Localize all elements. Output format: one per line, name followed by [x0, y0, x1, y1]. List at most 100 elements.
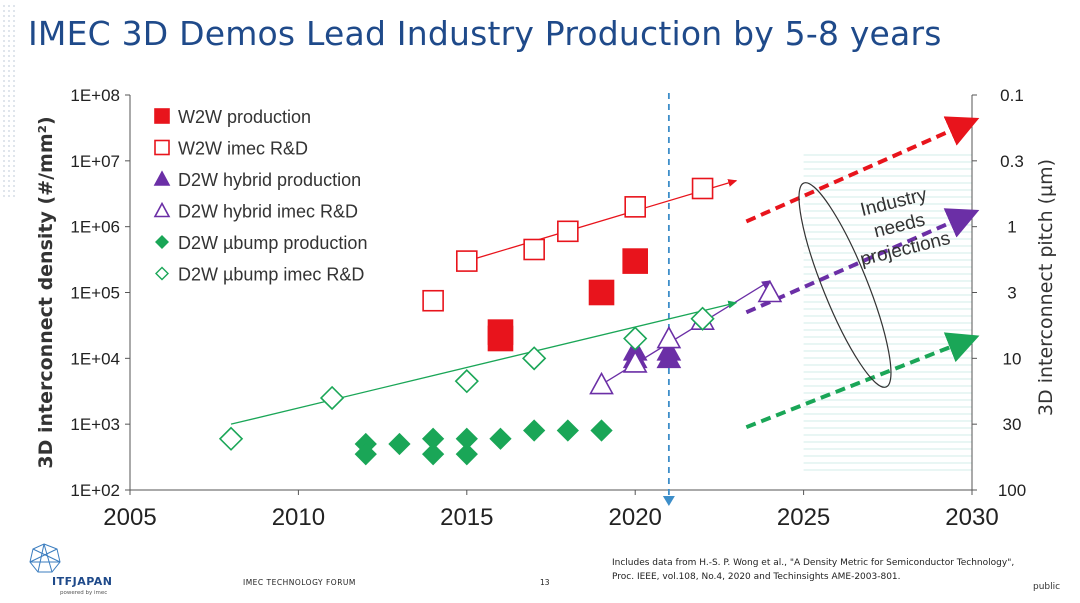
projection-arrow [745, 116, 980, 224]
decorative-dot [8, 45, 10, 47]
decorative-dot [8, 155, 10, 157]
decorative-dot [13, 35, 15, 37]
series-d2w-bump-imec-r-d [218, 306, 715, 451]
decorative-dot [13, 180, 15, 182]
data-point [656, 325, 682, 349]
decorative-dot [8, 55, 10, 57]
footer-forum-label: IMEC TECHNOLOGY FORUM [243, 578, 356, 587]
decorative-dot [8, 35, 10, 37]
x-tick-label: 2015 [440, 504, 493, 531]
trend-line [230, 300, 738, 425]
decorative-dot [13, 175, 15, 177]
legend-label: D2W hybrid production [178, 170, 361, 190]
decorative-dot [3, 110, 5, 112]
data-point [455, 443, 478, 466]
y2-axis-label: 3D interconnect pitch (µm) [1035, 159, 1057, 416]
decorative-dot [13, 20, 15, 22]
data-point [523, 419, 546, 442]
data-point [589, 371, 614, 395]
data-point [622, 248, 649, 274]
decorative-dot [8, 150, 10, 152]
legend-marker [154, 139, 170, 156]
decorative-dot [13, 30, 15, 32]
decorative-dot [3, 60, 5, 62]
decorative-dot [13, 85, 15, 87]
data-point [454, 369, 479, 394]
decorative-dot [8, 190, 10, 192]
data-point [624, 196, 647, 218]
decorative-dot [13, 60, 15, 62]
data-point [656, 338, 682, 361]
decorative-dot [3, 5, 5, 7]
decorative-dot [3, 130, 5, 132]
decorative-dot [13, 45, 15, 47]
decorative-dot [13, 185, 15, 187]
decorative-dot [3, 55, 5, 57]
decorative-dot [13, 165, 15, 167]
data-point [556, 419, 579, 442]
x-tick-label: 2030 [945, 504, 998, 531]
projection-arrow [745, 332, 980, 430]
decorative-dot [8, 180, 10, 182]
decorative-dot [3, 65, 5, 67]
decorative-dot [8, 25, 10, 27]
decorative-dot [3, 165, 5, 167]
decorative-dot [3, 45, 5, 47]
decorative-dot [8, 10, 10, 12]
page-title: IMEC 3D Demos Lead Industry Production b… [28, 14, 942, 53]
legend-marker [153, 201, 171, 218]
decorative-dot [13, 80, 15, 82]
projection-region [803, 154, 972, 471]
decorative-dot [8, 70, 10, 72]
x-tick-label: 2020 [609, 504, 662, 531]
decorative-dot [8, 140, 10, 142]
data-point [354, 443, 377, 466]
decorative-dot [8, 50, 10, 52]
decorative-dot [8, 20, 10, 22]
page-number: 13 [540, 578, 550, 587]
decorative-dot [13, 65, 15, 67]
decorative-dot [8, 115, 10, 117]
data-point [522, 346, 547, 371]
decorative-dot [13, 110, 15, 112]
decorative-dot [13, 160, 15, 162]
decorative-dot [8, 90, 10, 92]
classification-label: public [1033, 582, 1061, 592]
decorative-dot [13, 75, 15, 77]
decorative-dot [13, 190, 15, 192]
decorative-dot [8, 145, 10, 147]
decorative-dot [3, 185, 5, 187]
data-point [422, 289, 444, 312]
data-point [421, 443, 445, 466]
data-point [218, 426, 244, 451]
legend-label: D2W µbump imec R&D [178, 265, 364, 285]
decorative-dot [13, 90, 15, 92]
y-axis-label: 3D interconnect density (#/mm²) [35, 116, 57, 468]
decorative-dot [8, 65, 10, 67]
decorative-dot [3, 85, 5, 87]
decorative-dot [8, 5, 10, 7]
data-point [489, 427, 512, 450]
decorative-dot [13, 55, 15, 57]
decorative-dot [8, 165, 10, 167]
y-tick-label: 1E+05 [70, 284, 120, 303]
decorative-dot [8, 160, 10, 162]
legend-label: W2W production [178, 107, 311, 127]
decorative-dot [13, 135, 15, 137]
legend-marker [155, 235, 169, 249]
y-tick-label: 1E+07 [70, 152, 120, 171]
decorative-dot [3, 100, 5, 102]
x-tick-label: 2010 [272, 504, 325, 531]
data-point [557, 220, 579, 243]
decorative-dot [3, 50, 5, 52]
decorative-dot [3, 195, 5, 197]
decorative-dot [3, 30, 5, 32]
decorative-dot [3, 105, 5, 107]
data-point [588, 279, 615, 306]
y2-tick-label: 1 [1007, 218, 1016, 237]
decorative-dot [13, 40, 15, 42]
x-tick-label: 2025 [777, 504, 830, 531]
decorative-dot [13, 5, 15, 7]
y2-tick-label: 100 [998, 481, 1026, 500]
decorative-dot [3, 120, 5, 122]
